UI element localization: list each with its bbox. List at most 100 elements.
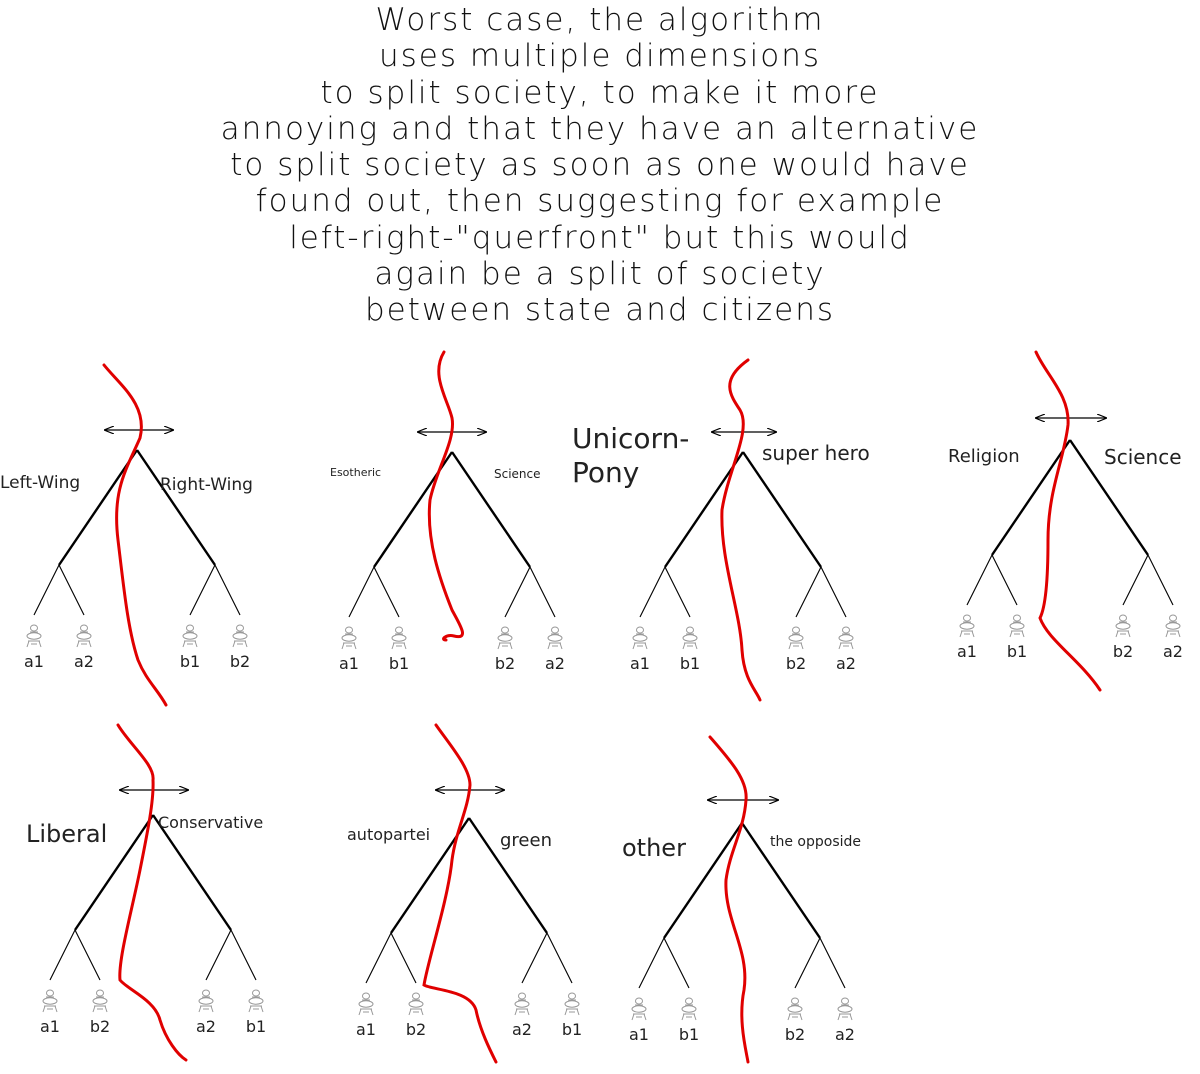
person-legs xyxy=(837,1013,853,1021)
person-body xyxy=(358,1000,374,1008)
person-head xyxy=(963,614,971,622)
person-body xyxy=(959,622,975,630)
person-head xyxy=(686,626,694,634)
person-icon xyxy=(564,992,580,1016)
sub-branch xyxy=(794,937,821,989)
leaf-label: b2 xyxy=(785,1025,805,1044)
leaf-label: a2 xyxy=(1163,642,1183,661)
right-branch xyxy=(741,822,821,939)
person-body xyxy=(1009,622,1025,630)
person-icon xyxy=(681,997,697,1021)
tree-diagram-3: a1 b1 b2 a2 Unicorn-Pony super hero xyxy=(572,358,870,702)
person-head xyxy=(685,997,693,1005)
person-legs xyxy=(787,1013,803,1021)
person-head xyxy=(518,992,526,1000)
leaf-label: a1 xyxy=(957,642,977,661)
right-branch xyxy=(152,814,232,931)
leaf-label: b1 xyxy=(679,1025,699,1044)
person-head xyxy=(1119,614,1127,622)
person-body xyxy=(248,997,264,1005)
person-body xyxy=(232,632,248,640)
sub-branch xyxy=(230,929,257,981)
leaf-label: a2 xyxy=(545,654,565,673)
person-icon xyxy=(26,624,42,648)
sub-branch xyxy=(49,929,76,981)
person-head xyxy=(186,624,194,632)
person-body xyxy=(547,634,563,642)
person-body xyxy=(341,634,357,642)
title-line: to split society as soon as one would ha… xyxy=(230,147,970,184)
person-icon xyxy=(547,626,563,650)
right-label: Science xyxy=(1104,445,1182,469)
leaf-label: a1 xyxy=(630,654,650,673)
person-icon xyxy=(631,997,647,1021)
person-icon xyxy=(787,997,803,1021)
leaf-label: a2 xyxy=(196,1017,216,1036)
person-icon xyxy=(632,626,648,650)
title-line: Worst case, the algorithm xyxy=(375,2,825,38)
sub-branch xyxy=(663,937,690,989)
tree-diagram-6: a1 b2 a2 b1 autopartei green xyxy=(347,723,582,1064)
split-line xyxy=(1034,350,1102,692)
person-icon xyxy=(232,624,248,648)
person-icon xyxy=(1115,614,1131,638)
left-label: other xyxy=(622,834,686,862)
person-icon xyxy=(837,997,853,1021)
person-legs xyxy=(408,1008,424,1016)
person-icon xyxy=(497,626,513,650)
leaf-label: a1 xyxy=(339,654,359,673)
right-branch xyxy=(451,451,531,568)
right-label: the opposide xyxy=(770,834,861,850)
person-icon xyxy=(341,626,357,650)
title-line: annoying and that they have an alternati… xyxy=(220,110,980,147)
leaf-label: b1 xyxy=(680,654,700,673)
left-label: Esotheric xyxy=(330,466,381,479)
left-branch xyxy=(663,822,743,939)
person-body xyxy=(682,634,698,642)
person-legs xyxy=(341,642,357,650)
person-head xyxy=(362,992,370,1000)
person-legs xyxy=(564,1008,580,1016)
sub-branch xyxy=(1122,554,1149,606)
person-icon xyxy=(408,992,424,1016)
person-body xyxy=(26,632,42,640)
person-head xyxy=(96,989,104,997)
tree-diagram-2: a1 b1 b2 a2 Esotheric Science xyxy=(330,350,565,673)
person-head xyxy=(345,626,353,634)
tree-diagram-1: a1 a2 b1 b2 Left-Wing Right-Wing xyxy=(0,363,253,707)
person-icon xyxy=(358,992,374,1016)
person-body xyxy=(631,1005,647,1013)
person-legs xyxy=(248,1005,264,1013)
person-head xyxy=(236,624,244,632)
person-body xyxy=(198,997,214,1005)
split-line xyxy=(102,363,168,707)
sub-branch xyxy=(664,566,691,618)
person-legs xyxy=(1165,630,1181,638)
tree-diagram-4: a1 b1 b2 a2 Religion Science xyxy=(948,350,1183,692)
person-legs xyxy=(182,640,198,648)
title-line: again be a split of society xyxy=(374,256,826,293)
sub-branch xyxy=(33,564,60,616)
leaf-label: b1 xyxy=(180,652,200,671)
person-body xyxy=(76,632,92,640)
person-head xyxy=(568,992,576,1000)
sub-branch xyxy=(214,564,241,616)
left-label: Religion xyxy=(948,446,1020,467)
person-icon xyxy=(391,626,407,650)
person-icon xyxy=(1009,614,1025,638)
title-line: to split society, to make it more xyxy=(320,74,880,111)
person-head xyxy=(842,626,850,634)
person-body xyxy=(787,1005,803,1013)
person-legs xyxy=(497,642,513,650)
right-label: green xyxy=(500,830,552,851)
leaf-label: b2 xyxy=(495,654,515,673)
person-icon xyxy=(788,626,804,650)
tree-diagram-7: a1 b1 b2 a2 other the opposide xyxy=(622,735,861,1064)
person-body xyxy=(838,634,854,642)
person-legs xyxy=(198,1005,214,1013)
person-body xyxy=(514,1000,530,1008)
split-line xyxy=(720,358,762,702)
right-label: Science xyxy=(494,467,541,481)
left-label: Unicorn-Pony xyxy=(572,422,689,489)
person-head xyxy=(792,626,800,634)
